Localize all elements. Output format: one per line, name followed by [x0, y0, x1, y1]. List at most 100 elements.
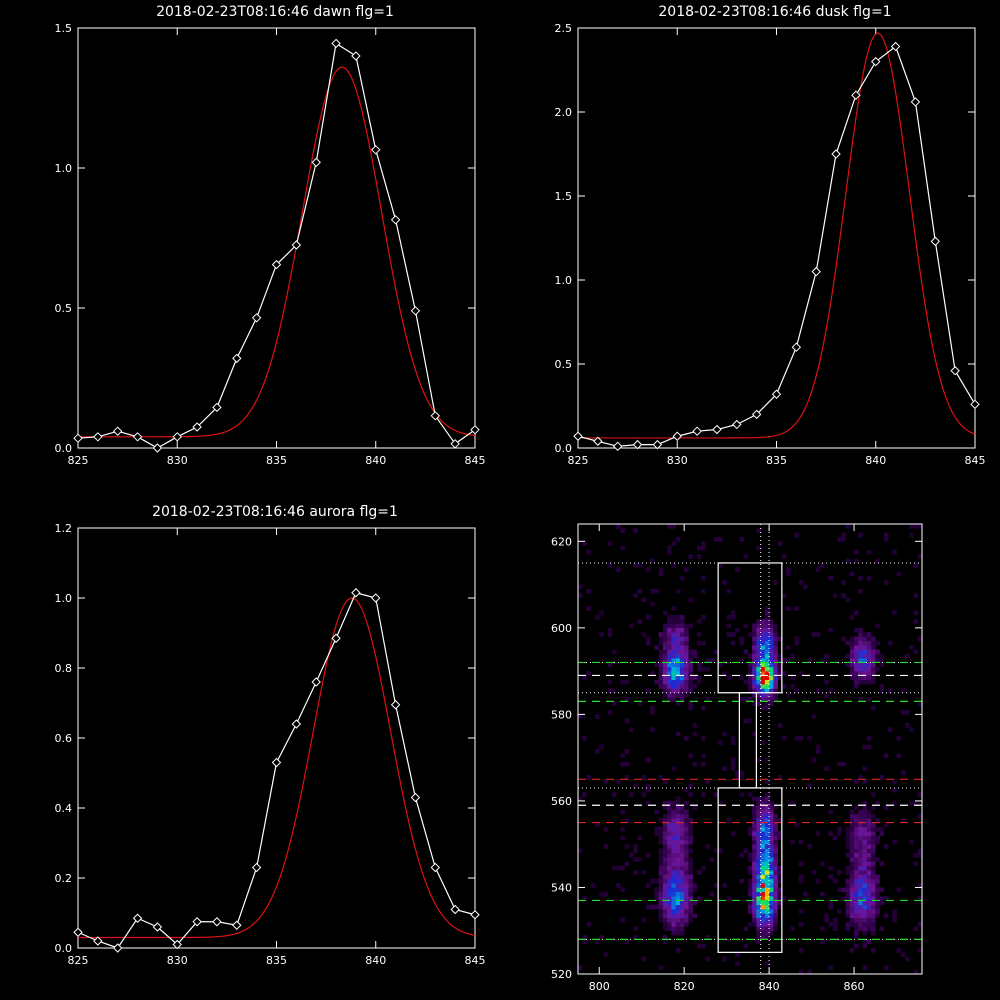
heatmap-cell: [905, 956, 910, 962]
heatmap-cell: [667, 627, 672, 633]
heatmap-cell: [701, 753, 706, 758]
heatmap-cell: [828, 900, 834, 906]
heatmap-cell: [875, 649, 880, 655]
heatmap-cell: [862, 675, 868, 681]
heatmap-cell: [769, 636, 774, 642]
heatmap-cell: [760, 917, 766, 923]
heatmap-cell: [849, 645, 855, 650]
heatmap-cell: [620, 865, 626, 871]
heatmap-cell: [854, 684, 859, 689]
heatmap-cell: [662, 675, 668, 681]
heatmap-cell: [671, 541, 676, 546]
heatmap-cell: [854, 675, 859, 681]
heatmap-cell: [845, 887, 851, 893]
heatmap-cell: [883, 965, 889, 970]
heatmap-cell: [866, 839, 872, 845]
heatmap-cell: [866, 887, 872, 893]
heatmap-cell: [815, 744, 821, 750]
heatmap-cell: [756, 640, 761, 646]
heatmap-cell: [747, 662, 753, 668]
heatmap-cell: [845, 896, 851, 901]
heatmap-cell: [866, 822, 872, 828]
heatmap-cell: [815, 878, 821, 884]
heatmap-cell: [671, 926, 676, 932]
heatmap-cell: [760, 649, 766, 655]
heatmap-cell: [688, 597, 693, 603]
heatmap-cell: [866, 653, 872, 659]
heatmap-cell: [849, 653, 855, 659]
heatmap-cell: [773, 645, 778, 650]
heatmap-cell: [599, 935, 604, 940]
dusk-data-point-13: [831, 149, 841, 159]
heatmap-cell: [777, 675, 783, 681]
heatmap-cell: [875, 891, 880, 897]
heatmap-cell: [747, 653, 753, 659]
heatmap-cell: [684, 844, 689, 849]
heatmap-cell: [849, 883, 855, 888]
heatmap-cell: [752, 662, 757, 668]
heatmap-cell: [688, 826, 693, 832]
heatmap-cell: [875, 658, 880, 663]
heatmap-cell: [667, 909, 672, 914]
heatmap-cell: [849, 640, 855, 646]
heatmap-cell: [756, 528, 761, 533]
heatmap-cell: [807, 844, 812, 849]
heatmap-cell: [777, 723, 783, 728]
heatmap-cell: [747, 632, 753, 637]
heatmap-cell: [679, 930, 685, 936]
heatmap-cell: [586, 774, 592, 780]
heatmap-cell: [756, 619, 761, 624]
heatmap-cell: [752, 640, 757, 646]
heatmap-cell: [790, 926, 795, 932]
heatmap-cell: [854, 636, 859, 642]
heatmap-cell: [688, 705, 693, 711]
heatmap-cell: [756, 632, 761, 637]
heatmap-cell: [875, 800, 880, 806]
dusk-data-point-5: [672, 431, 682, 441]
heatmap-cell: [790, 675, 795, 681]
heatmap-cell: [679, 922, 685, 927]
heatmap-cell: [752, 653, 757, 659]
heatmap-cell: [777, 878, 783, 884]
dawn-data-point-11: [291, 240, 302, 250]
heatmap-cell: [667, 813, 672, 819]
dusk-ytick-label-4: 2.0: [555, 106, 573, 119]
heatmap-cell: [764, 865, 770, 871]
heatmap-cell: [769, 857, 774, 862]
heatmap-cell: [662, 913, 668, 919]
heatmap-cell: [858, 822, 863, 828]
heatmap-cell: [756, 662, 761, 668]
heatmap-cell: [866, 874, 872, 880]
heatmap-cell: [675, 835, 681, 841]
heatmap-cell: [769, 679, 774, 685]
aurora-ytick-label-5: 1.0: [55, 592, 73, 605]
heatmap-cell: [764, 796, 770, 802]
heatmap-cell: [760, 684, 766, 689]
heatmap-plot-frame: [577, 523, 923, 975]
heatmap-cell: [684, 818, 689, 823]
heatmap-cell: [845, 839, 851, 845]
heatmap-cell: [917, 922, 923, 927]
heatmap-cell: [756, 809, 761, 815]
heatmap-cell: [658, 917, 664, 923]
heatmap-cell: [735, 952, 740, 957]
heatmap-cell: [858, 848, 863, 854]
heatmap-cell: [854, 848, 859, 854]
heatmap-cell: [667, 545, 672, 551]
heatmap-cell: [781, 684, 787, 689]
heatmap-cell: [798, 909, 804, 914]
heatmap-cell: [662, 692, 668, 698]
heatmap-cell: [777, 835, 783, 841]
dawn-xtick-label-1: 830: [167, 454, 188, 467]
heatmap-cell: [764, 887, 770, 893]
heatmap-cell: [773, 671, 778, 676]
heatmap-cell: [777, 896, 783, 901]
heatmap-cell: [684, 567, 689, 572]
heatmap-cell: [764, 632, 770, 637]
heatmap-cell: [671, 861, 676, 867]
heatmap-cell: [760, 904, 766, 910]
heatmap-cell: [713, 792, 719, 797]
heatmap-cell: [684, 917, 689, 923]
